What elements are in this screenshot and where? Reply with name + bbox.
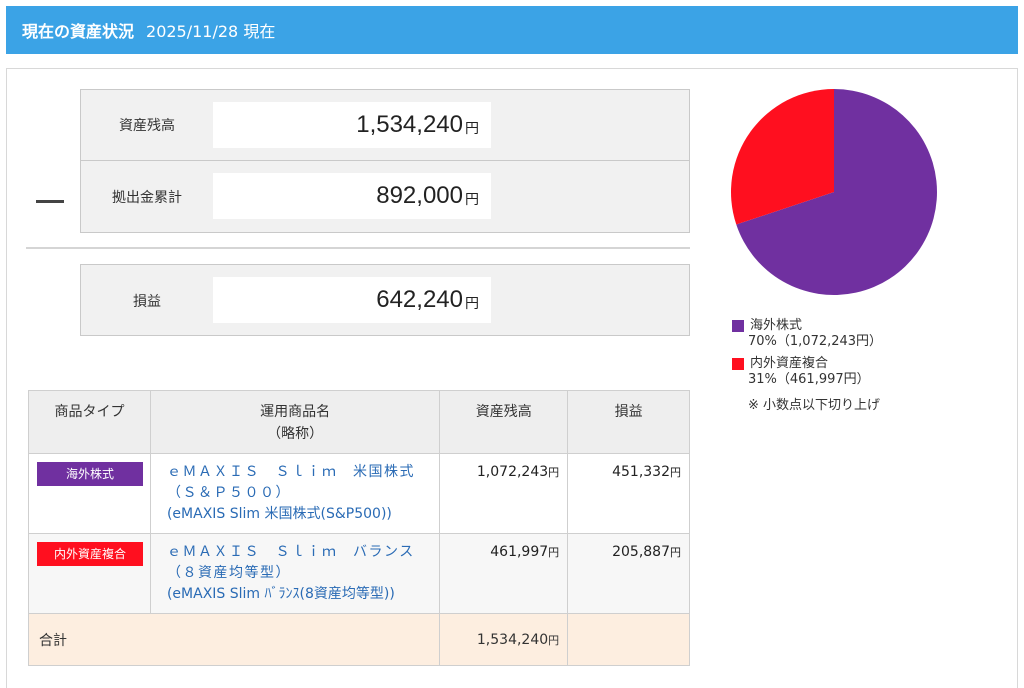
legend-item-balanced: 内外資産複合 31%（461,997円）: [732, 356, 882, 388]
profit-label: 損益: [133, 293, 161, 310]
profit-box: 損益 642,240 円: [80, 264, 690, 336]
divider-line: [26, 247, 690, 249]
row-profit: 205,887: [612, 544, 670, 560]
balance-unit: 円: [465, 121, 479, 137]
balance-cell: 461,997円: [439, 533, 569, 614]
header-type: 商品タイプ: [28, 390, 151, 454]
row-profit-unit: 円: [670, 546, 681, 559]
fund-cell: ｅＭＡＸＩＳ Ｓｌｉｍ 米国株式 （Ｓ＆Ｐ５００） (eMAXIS Slim 米…: [149, 453, 441, 534]
pie-slice-1: [731, 89, 834, 225]
header-product-line1: 運用商品名: [260, 404, 331, 420]
balance-label: 資産残高: [119, 118, 175, 134]
total-profit-cell: [567, 613, 690, 666]
header-balance: 資産残高: [439, 390, 569, 454]
legend-detail: 31%（461,997円）: [748, 372, 870, 387]
balance-contribution-box: 資産残高 1,534,240 円 拠出金累計 892,000 円: [80, 89, 690, 233]
type-cell: 内外資産複合: [28, 533, 151, 614]
profit-cell: 205,887円: [567, 533, 690, 614]
legend-swatch-foreign-stock: [732, 320, 744, 332]
total-label: 合計: [27, 613, 441, 666]
type-badge-balanced: 内外資産複合: [37, 542, 143, 566]
row-balance-unit: 円: [548, 466, 560, 479]
pie-slice-0: [736, 89, 937, 295]
page-title: 現在の資産状況: [22, 22, 135, 41]
rounding-note: ※ 小数点以下切り上げ: [748, 398, 881, 413]
as-of-date: 2025/11/28 現在: [146, 22, 276, 41]
pie-legend: 海外株式 70%（1,072,243円） 内外資産複合 31%（461,997円…: [732, 318, 882, 413]
profit-row: 損益 642,240 円: [81, 265, 689, 336]
header-profit: 損益: [567, 390, 690, 454]
balance-cell: 1,072,243円: [439, 453, 569, 534]
header-product: 運用商品名 （略称）: [149, 390, 441, 454]
fund-name-link[interactable]: ｅＭＡＸＩＳ Ｓｌｉｍ 米国株式: [166, 464, 415, 480]
profit-unit: 円: [465, 296, 479, 312]
total-balance-unit: 円: [548, 633, 560, 647]
allocation-pie-chart: [731, 89, 937, 295]
row-balance: 461,997: [490, 544, 549, 560]
fund-abbr-link[interactable]: (eMAXIS Slim 米国株式(S&P500)): [166, 506, 392, 522]
balance-row: 資産残高 1,534,240 円: [81, 90, 689, 161]
row-profit: 451,332: [612, 464, 670, 480]
table-row: 内外資産複合 ｅＭＡＸＩＳ Ｓｌｉｍ バランス （８資産均等型） (eMAXIS…: [28, 533, 690, 614]
profit-cell: 451,332円: [567, 453, 690, 534]
balance-value-box: 1,534,240 円: [213, 102, 491, 148]
legend-name: 内外資産複合: [750, 356, 829, 371]
legend-item-foreign-stock: 海外株式 70%（1,072,243円）: [732, 318, 882, 350]
balance-value: 1,534,240: [356, 111, 463, 138]
fund-name-link-line2[interactable]: （Ｓ＆Ｐ５００）: [166, 485, 291, 501]
profit-value: 642,240: [376, 286, 463, 313]
fund-cell: ｅＭＡＸＩＳ Ｓｌｉｍ バランス （８資産均等型） (eMAXIS Slim ﾊ…: [149, 533, 441, 614]
total-row: 合計 1,534,240円: [27, 613, 690, 666]
type-badge-foreign-stock: 海外株式: [37, 462, 143, 486]
row-balance-unit: 円: [548, 546, 560, 559]
type-cell: 海外株式: [28, 453, 151, 534]
total-balance: 1,534,240: [476, 631, 549, 648]
contribution-value: 892,000: [376, 182, 463, 209]
legend-name: 海外株式: [750, 318, 803, 333]
row-profit-unit: 円: [670, 466, 681, 479]
row-balance: 1,072,243: [476, 464, 549, 480]
fund-name-link-line2[interactable]: （８資産均等型）: [166, 565, 291, 581]
contribution-row: 拠出金累計 892,000 円: [81, 161, 689, 232]
header-product-line2: （略称）: [267, 426, 324, 442]
holdings-table: 商品タイプ 運用商品名 （略称） 資産残高 損益 海外株式 ｅＭＡＸＩＳ Ｓｌｉ…: [27, 390, 690, 666]
legend-detail: 70%（1,072,243円）: [748, 334, 883, 349]
fund-abbr-link[interactable]: (eMAXIS Slim ﾊﾞﾗﾝｽ(8資産均等型)): [166, 586, 395, 602]
legend-swatch-balanced: [732, 358, 744, 370]
contribution-label: 拠出金累計: [112, 189, 182, 206]
contribution-unit: 円: [465, 192, 479, 208]
minus-sign: [36, 200, 64, 203]
page-header: 現在の資産状況 2025/11/28 現在: [6, 6, 1018, 54]
contribution-value-box: 892,000 円: [213, 173, 491, 219]
profit-value-box: 642,240 円: [213, 277, 491, 323]
fund-name-link[interactable]: ｅＭＡＸＩＳ Ｓｌｉｍ バランス: [166, 544, 415, 560]
table-row: 海外株式 ｅＭＡＸＩＳ Ｓｌｉｍ 米国株式 （Ｓ＆Ｐ５００） (eMAXIS S…: [28, 453, 690, 534]
total-balance-cell: 1,534,240円: [439, 613, 569, 666]
table-header-row: 商品タイプ 運用商品名 （略称） 資産残高 損益: [28, 390, 690, 454]
